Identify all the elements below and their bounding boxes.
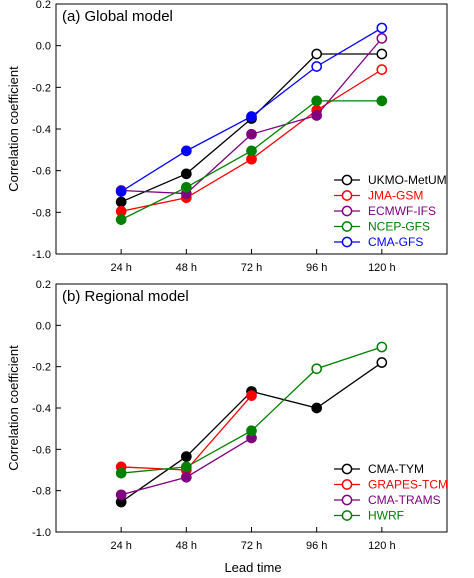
data-point [180,181,192,193]
x-tick-label: 120 h [368,262,396,274]
legend-entry: GRAPES-TCM [368,478,448,492]
data-point [376,64,388,75]
legend-entry: CMA-TRAMS [368,493,441,507]
data-point [311,110,323,121]
data-point [115,467,127,479]
data-point [311,61,323,72]
x-tick-label: 96 h [306,262,327,274]
legend-marker [341,463,353,475]
data-point [115,489,127,501]
data-point [311,402,323,414]
series-line-hwrf [121,346,383,474]
x-tick-label: 48 h [176,540,197,552]
x-tick-label: 120 h [368,540,396,552]
data-point [376,33,388,44]
y-axis-title: Correlation coefficient [6,66,21,192]
data-point [246,425,257,437]
data-point [180,451,192,462]
data-point [376,95,388,107]
data-point [180,461,192,473]
data-point [246,111,257,122]
y-tick-label: -0.6 [32,444,51,456]
legend-marker [341,174,353,186]
data-point [376,48,388,60]
data-point [246,145,257,157]
data-point [376,341,388,353]
data-point [376,22,388,34]
data-point [246,390,257,401]
data-point [115,186,127,197]
legend-entry: NCEP-GFS [368,220,430,234]
x-tick-label: 72 h [241,262,262,274]
y-tick-label: 0.0 [36,320,51,332]
panel-global-model: -1.0 -0.8 -0.6 -0.4 -0.2 0.0 0.2 24 h 48 h 72 h 96… [6,0,448,274]
y-axis-title: Correlation coefficient [6,345,21,471]
data-point [180,471,192,483]
y-tick-label: -1.0 [32,249,51,261]
series-line-jma-gsm [121,69,383,212]
legend-marker [341,494,353,506]
legend-entry: CMA-TYM [368,462,424,476]
legend-entry: HWRF [368,509,404,523]
data-point [311,95,323,107]
data-point [115,214,127,225]
panel-label: (a) Global model [62,8,173,25]
y-tick-label: -0.6 [32,166,51,178]
y-tick-label: -0.2 [32,362,51,374]
y-tick-label: 0.2 [36,279,51,291]
y-tick-label: -0.8 [32,207,51,219]
y-tick-label: -0.4 [32,403,51,415]
data-point [311,48,323,60]
y-tick-label: 0.0 [36,41,51,53]
y-tick-label: -0.2 [32,82,51,94]
y-tick-label: -0.4 [32,124,51,136]
x-tick-label: 72 h [241,540,262,552]
data-point [115,196,127,208]
x-tick-label: 96 h [306,540,327,552]
legend-entry: UKMO-MetUM [368,173,447,187]
x-tick-label: 24 h [110,262,131,274]
legend-marker [341,236,353,248]
x-tick-label: 24 h [110,540,131,552]
series-line-cma-gfs [120,27,383,193]
data-point [246,128,257,140]
panel-label: (b) Regional model [62,288,189,305]
legend-marker [341,510,353,521]
legend-marker [341,190,353,201]
x-axis-title: Lead time [224,560,281,575]
legend-marker [341,205,353,217]
y-tick-label: -0.8 [32,486,51,498]
legend-entry: JMA-GSM [368,189,423,203]
y-tick-label: -1.0 [32,527,51,539]
data-point [311,363,323,375]
data-point [180,168,192,180]
y-tick-label: 0.2 [36,0,51,11]
legend-marker [341,479,353,490]
legend-entry: CMA-GFS [368,235,423,249]
x-tick-label: 48 h [176,262,197,274]
legend-entry: ECMWF-IFS [368,204,436,218]
data-point [376,357,388,368]
legend-marker [341,221,353,232]
panel-regional-model: -1.0 -0.8 -0.6 -0.4 -0.2 0.0 0.2 24 h 48 h 72 h 96… [6,279,448,552]
data-point [180,145,192,157]
